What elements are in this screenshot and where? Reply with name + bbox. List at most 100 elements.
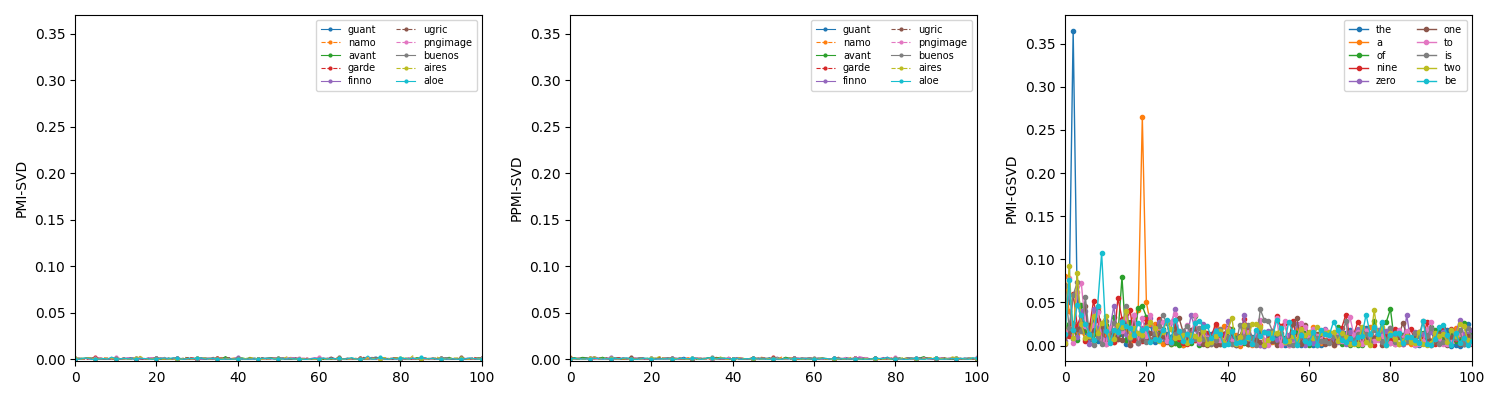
aires [561,356,579,361]
pngimage [874,356,892,361]
Line: a: a [1064,115,1474,348]
buenos [813,356,831,360]
namo [578,357,596,362]
namo [66,357,84,362]
pngimage [561,356,579,361]
finno [66,356,84,361]
two [1162,326,1180,331]
one [1089,308,1107,313]
buenos [752,356,770,360]
aloe [213,357,231,362]
aires [254,357,272,362]
the [1246,340,1264,345]
Line: one: one [1064,304,1474,348]
aires [351,357,369,362]
to [1272,343,1290,348]
the [1064,28,1082,33]
aires [168,357,186,362]
pngimage [853,355,871,360]
namo [472,357,490,362]
ugric [310,355,328,360]
Line: avant: avant [568,355,978,361]
of [1370,333,1388,338]
ugric [668,356,686,361]
ugric [472,356,490,361]
two [1365,308,1383,312]
pngimage [66,356,84,361]
avant [886,357,904,362]
garde [752,356,770,361]
ugric [808,356,826,361]
a [1134,114,1152,119]
ugric [561,356,579,361]
avant [806,356,824,361]
of [1341,343,1359,348]
the [1443,343,1461,348]
finno [94,356,112,361]
guant [168,357,186,362]
be [1056,332,1074,336]
avant [256,356,274,361]
Line: is: is [1064,280,1474,347]
ugric [254,355,272,360]
Line: buenos: buenos [568,356,978,361]
two [1056,340,1074,345]
guant [968,357,986,362]
a [1084,331,1102,336]
Line: pngimage: pngimage [568,355,978,361]
Legend: guant, namo, avant, garde, finno, ugric, pngimage, buenos, aires, aloe: guant, namo, avant, garde, finno, ugric,… [812,20,972,91]
finno [358,357,376,362]
Legend: the, a, of, nine, zero, one, to, is, two, be: the, a, of, nine, zero, one, to, is, two… [1344,20,1467,91]
ugric [874,356,892,361]
two [1346,342,1364,346]
garde [651,355,669,360]
Line: namo: namo [74,356,483,361]
garde [808,357,826,362]
aloe [968,356,986,360]
a [1370,333,1388,338]
namo [668,357,686,362]
is [1162,340,1180,345]
garde [590,357,608,362]
pngimage [254,357,272,362]
finno [752,356,770,361]
one [1268,343,1286,348]
guant [806,356,824,361]
avant [915,354,933,359]
guant [663,356,681,361]
Line: guant: guant [568,356,978,361]
buenos [380,356,398,361]
avant [66,356,84,361]
of [1462,329,1480,334]
garde [358,357,376,362]
avant [380,356,398,361]
is [1056,284,1074,288]
is [1462,335,1480,340]
nine [1064,291,1082,296]
aloe [590,356,608,361]
aloe [314,356,332,360]
pngimage [968,355,986,360]
finno [668,356,686,360]
finno [894,357,912,362]
Line: of: of [1064,275,1474,347]
namo [168,356,186,361]
aloe [561,357,579,362]
garde [172,356,190,361]
is [1089,334,1107,339]
buenos [66,356,84,361]
Line: aires: aires [568,355,978,361]
aires [310,357,328,362]
the [1365,337,1383,342]
avant [846,355,864,360]
the [1304,343,1322,348]
to [1089,309,1107,314]
avant [561,356,579,361]
avant [865,356,883,361]
garde [886,357,904,362]
Line: the: the [1064,29,1474,348]
guant [254,356,272,361]
namo [594,356,612,360]
aires [472,357,490,362]
to [1056,328,1074,333]
